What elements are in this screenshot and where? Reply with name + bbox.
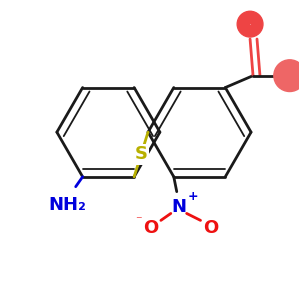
Text: +: + [187, 190, 198, 203]
Circle shape [274, 60, 300, 92]
Text: S: S [135, 146, 148, 164]
Text: N: N [171, 197, 186, 215]
Text: O: O [242, 13, 258, 32]
Circle shape [237, 11, 263, 37]
Text: ⁻: ⁻ [135, 214, 141, 227]
Text: O: O [143, 219, 159, 237]
Text: O: O [203, 219, 218, 237]
Text: NH₂: NH₂ [49, 196, 87, 214]
